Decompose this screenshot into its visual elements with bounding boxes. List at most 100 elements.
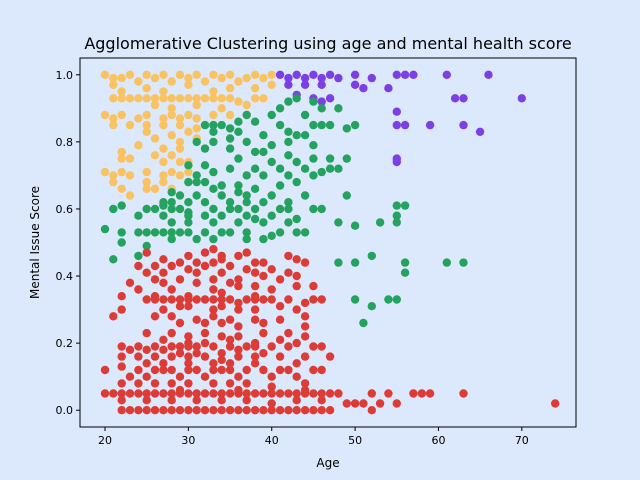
scatter-point bbox=[175, 70, 185, 80]
scatter-point bbox=[167, 131, 176, 140]
scatter-point bbox=[200, 198, 210, 207]
scatter-point bbox=[275, 104, 285, 113]
scatter-point bbox=[159, 177, 168, 187]
scatter-point bbox=[275, 164, 285, 173]
x-tick-label: 50 bbox=[348, 434, 362, 447]
scatter-point bbox=[284, 365, 293, 375]
scatter-point bbox=[259, 234, 268, 244]
scatter-point bbox=[325, 94, 335, 103]
scatter-point bbox=[184, 218, 193, 227]
y-axis-ticks: 0.0 0.2 0.4 0.6 0.8 1.0 bbox=[56, 69, 80, 417]
scatter-point bbox=[175, 258, 185, 267]
scatter-point bbox=[350, 258, 360, 267]
scatter-point bbox=[242, 406, 251, 415]
scatter-point bbox=[242, 389, 251, 398]
scatter-point bbox=[284, 127, 293, 136]
scatter-point bbox=[200, 372, 210, 381]
scatter-point bbox=[250, 295, 260, 304]
scatter-point bbox=[192, 171, 201, 180]
scatter-point bbox=[350, 120, 360, 130]
scatter-point bbox=[275, 389, 285, 398]
scatter-point bbox=[234, 298, 243, 308]
scatter-point bbox=[325, 406, 335, 415]
scatter-point bbox=[125, 70, 135, 80]
scatter-point bbox=[150, 342, 160, 351]
scatter-point bbox=[259, 406, 268, 415]
scatter-point bbox=[175, 137, 185, 147]
scatter-point bbox=[209, 234, 218, 244]
scatter-point bbox=[200, 161, 210, 170]
scatter-point bbox=[250, 389, 260, 398]
scatter-point bbox=[200, 261, 210, 271]
scatter-point bbox=[242, 100, 251, 110]
scatter-point bbox=[292, 157, 301, 167]
scatter-point bbox=[309, 97, 318, 106]
scatter-point bbox=[225, 124, 235, 133]
scatter-point bbox=[117, 406, 126, 415]
scatter-point bbox=[200, 318, 210, 328]
scatter-point bbox=[142, 295, 151, 304]
scatter-point bbox=[125, 372, 135, 381]
scatter-point bbox=[217, 268, 226, 277]
scatter-point bbox=[242, 191, 251, 200]
scatter-point bbox=[259, 171, 268, 180]
scatter-point bbox=[209, 87, 218, 96]
scatter-point bbox=[217, 94, 226, 103]
scatter-point bbox=[242, 342, 251, 351]
scatter-point bbox=[234, 332, 243, 341]
scatter-point bbox=[159, 114, 168, 123]
scatter-point bbox=[342, 191, 351, 200]
scatter-point bbox=[309, 365, 318, 375]
scatter-point bbox=[250, 281, 260, 291]
scatter-point bbox=[225, 406, 235, 415]
scatter-point bbox=[167, 261, 176, 271]
scatter-point bbox=[192, 396, 201, 405]
scatter-point bbox=[109, 94, 118, 103]
scatter-point bbox=[142, 389, 151, 398]
scatter-point bbox=[242, 265, 251, 274]
scatter-point bbox=[300, 312, 310, 321]
scatter-point bbox=[425, 389, 435, 398]
scatter-point bbox=[209, 245, 218, 254]
scatter-point bbox=[142, 248, 151, 257]
scatter-point bbox=[234, 251, 243, 261]
scatter-point bbox=[167, 218, 176, 227]
scatter-point bbox=[334, 164, 343, 173]
scatter-point bbox=[367, 389, 376, 398]
scatter-point bbox=[200, 177, 210, 187]
y-tick-label: 0.0 bbox=[56, 404, 74, 417]
scatter-point bbox=[167, 198, 176, 207]
scatter-point bbox=[159, 406, 168, 415]
scatter-point bbox=[242, 198, 251, 207]
scatter-point bbox=[209, 295, 218, 304]
y-tick-label: 0.2 bbox=[56, 337, 74, 350]
y-tick-label: 0.4 bbox=[56, 270, 74, 283]
scatter-point bbox=[117, 352, 126, 361]
scatter-point bbox=[117, 167, 126, 177]
scatter-point bbox=[300, 191, 310, 200]
scatter-point bbox=[209, 184, 218, 193]
plot-frame bbox=[79, 57, 577, 428]
scatter-point bbox=[209, 127, 218, 136]
scatter-point bbox=[134, 406, 143, 415]
scatter-point bbox=[134, 261, 143, 271]
scatter-point bbox=[300, 258, 310, 267]
scatter-point bbox=[150, 295, 160, 304]
scatter-point bbox=[242, 171, 251, 180]
scatter-point bbox=[142, 167, 151, 177]
scatter-point bbox=[175, 191, 185, 200]
scatter-point bbox=[142, 268, 151, 277]
scatter-point bbox=[175, 342, 185, 351]
scatter-point bbox=[167, 342, 176, 351]
scatter-point bbox=[309, 406, 318, 415]
scatter-point bbox=[259, 198, 268, 207]
scatter-point bbox=[225, 134, 235, 143]
scatter-point bbox=[309, 70, 318, 80]
scatter-point bbox=[167, 379, 176, 388]
scatter-point bbox=[125, 191, 135, 200]
scatter-point bbox=[142, 228, 151, 237]
scatter-point bbox=[309, 154, 318, 163]
scatter-point bbox=[225, 261, 235, 271]
scatter-point bbox=[292, 228, 301, 237]
scatter-point bbox=[117, 201, 126, 210]
